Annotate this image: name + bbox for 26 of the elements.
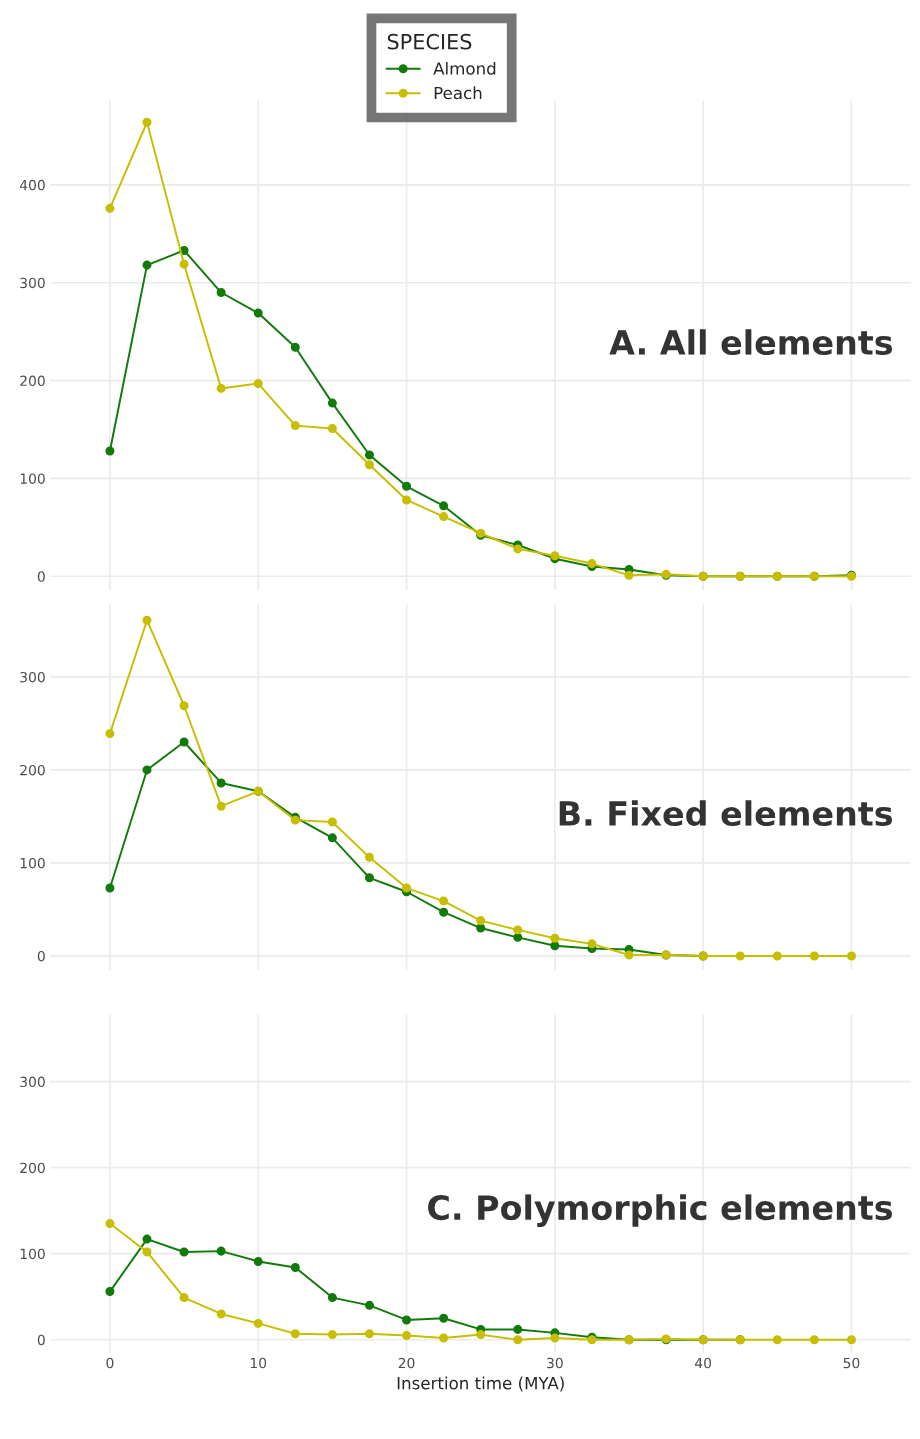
x-tick-label: 20 [398, 1357, 415, 1369]
x-axis-title: Insertion time (MYA) [397, 1376, 564, 1392]
legend-label: Almond [433, 61, 496, 75]
annotation: C. Polymorphic elements [428, 1194, 893, 1227]
annotation: B. Fixed elements [559, 800, 893, 827]
y-tick-label: 100 [20, 473, 45, 484]
y-tick-label: 0 [37, 950, 45, 962]
legend-label: Peach [434, 86, 482, 100]
y-tick-label: 200 [20, 1162, 45, 1174]
y-tick-label: 400 [19, 179, 45, 191]
y-tick-label: 300 [20, 277, 45, 289]
y-tick-label: 300 [20, 1076, 45, 1088]
x-tick-label: 50 [843, 1357, 860, 1369]
y-tick-label: 200 [20, 375, 45, 387]
x-tick-label: 10 [250, 1357, 267, 1369]
x-tick-label: 0 [106, 1357, 114, 1369]
x-tick-label: 30 [547, 1357, 563, 1369]
y-tick-label: 300 [20, 671, 45, 683]
annotation: A. All elements [609, 329, 893, 356]
legend-title: SPECIES [387, 33, 472, 50]
y-tick-label: 0 [37, 1334, 45, 1346]
x-tick-label: 40 [695, 1357, 712, 1369]
y-tick-label: 100 [20, 857, 45, 869]
y-tick-label: 0 [37, 571, 45, 582]
y-tick-label: 200 [20, 764, 45, 776]
y-tick-label: 100 [20, 1248, 45, 1260]
